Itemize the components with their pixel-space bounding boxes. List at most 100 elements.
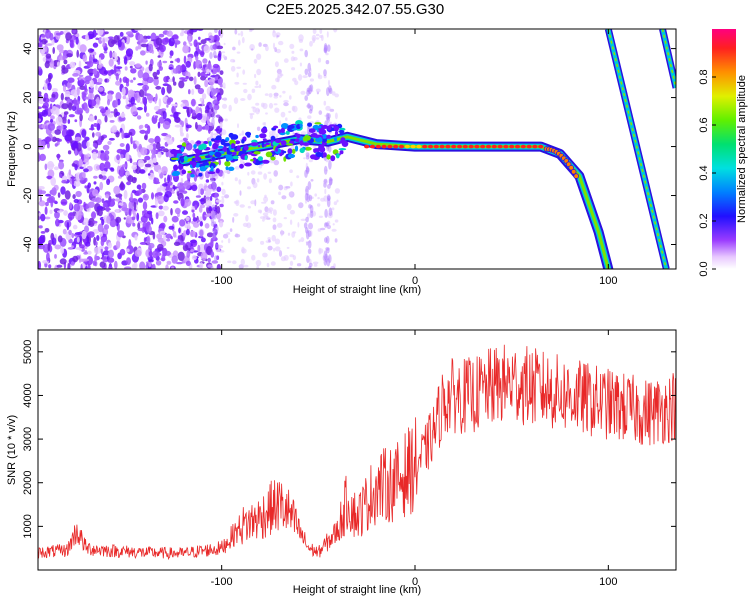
noise-dot <box>247 186 251 190</box>
noise-dot <box>120 166 125 175</box>
noise-dot <box>214 255 218 262</box>
colorbar-tick-label: 0.6 <box>698 117 710 132</box>
trace-blob <box>187 170 192 174</box>
noise-dot <box>177 251 185 261</box>
noise-dot <box>156 141 161 150</box>
noise-dot <box>38 118 41 122</box>
noise-dot <box>264 93 269 96</box>
noise-dot <box>69 202 73 210</box>
trace-blob <box>204 155 211 159</box>
noise-dot <box>272 42 276 50</box>
trace-blob <box>246 134 251 138</box>
noise-dot <box>72 141 79 151</box>
noise-dot <box>260 240 265 245</box>
noise-dot <box>140 50 146 56</box>
noise-dot <box>154 198 158 208</box>
noise-dot <box>212 63 220 69</box>
noise-dot <box>165 233 172 239</box>
noise-dot <box>305 229 310 240</box>
noise-dot <box>238 179 242 185</box>
noise-dot <box>139 129 146 134</box>
noise-dot <box>221 103 228 109</box>
spectrogram-frame <box>37 28 677 270</box>
noise-dot <box>158 33 165 38</box>
noise-dot <box>97 77 103 83</box>
noise-dot <box>99 181 104 191</box>
noise-dot <box>289 219 293 225</box>
noise-dot <box>97 64 103 69</box>
aliased-trace-core <box>661 29 676 88</box>
noise-dot <box>204 79 209 88</box>
noise-dot <box>97 208 103 217</box>
noise-dot <box>316 37 320 40</box>
noise-dot <box>171 266 175 269</box>
noise-dot <box>180 132 184 137</box>
noise-dot <box>313 263 318 267</box>
noise-dot <box>214 29 218 33</box>
noise-dot <box>196 219 201 223</box>
noise-dot <box>148 63 153 72</box>
noise-dot <box>234 166 240 170</box>
noise-dot <box>334 238 338 243</box>
noise-dot <box>253 58 258 64</box>
spectrogram-y-ticks: -40 -20 0 20 40 <box>22 42 676 252</box>
noise-dot <box>87 147 92 151</box>
trace-blob <box>296 133 301 139</box>
trace-hotspot <box>369 144 376 149</box>
trace-blob <box>322 137 327 143</box>
noise-dot <box>137 69 144 79</box>
trace-blob <box>208 151 215 156</box>
noise-dot <box>126 248 130 253</box>
noise-dot <box>171 255 178 264</box>
noise-dot <box>180 103 186 108</box>
noise-dot <box>208 206 213 212</box>
noise-dot <box>148 43 154 54</box>
noise-dot <box>273 170 279 177</box>
noise-dot <box>97 156 101 159</box>
noise-dot <box>173 200 179 204</box>
noise-dot <box>200 50 205 58</box>
noise-dot <box>64 90 71 98</box>
noise-dot <box>153 77 159 86</box>
noise-dot <box>57 235 63 243</box>
trace-blob <box>302 142 310 146</box>
trace-blob <box>287 153 296 159</box>
noise-dot <box>131 263 137 269</box>
noise-dot <box>125 152 130 161</box>
noise-dot <box>156 69 160 75</box>
noise-dot <box>129 158 133 164</box>
noise-dot <box>300 90 306 95</box>
noise-dot <box>273 92 279 97</box>
noise-dot <box>215 199 222 203</box>
noise-dot <box>285 117 288 121</box>
noise-dot <box>158 200 162 205</box>
noise-dot <box>278 184 284 191</box>
noise-dot <box>57 192 61 198</box>
noise-dot <box>204 223 210 229</box>
noise-dot <box>92 189 99 197</box>
trace-blob <box>253 151 261 155</box>
noise-dot <box>168 67 174 70</box>
noise-dot <box>223 170 230 174</box>
noise-dot <box>151 192 154 200</box>
noise-dot <box>280 111 286 118</box>
noise-dot <box>179 219 186 227</box>
noise-dot <box>120 112 126 118</box>
trace-blob <box>282 150 287 154</box>
noise-dot <box>174 42 178 49</box>
noise-dot <box>174 207 181 215</box>
noise-dot <box>152 143 157 151</box>
trace-blob <box>334 130 339 137</box>
noise-dot <box>192 109 196 118</box>
noise-dot <box>227 238 231 244</box>
noise-dot <box>46 252 50 262</box>
noise-dot <box>194 84 201 90</box>
noise-dot <box>292 105 298 113</box>
noise-dot <box>233 97 239 104</box>
trace-blob <box>226 149 230 155</box>
noise-dot <box>292 132 295 136</box>
noise-dot <box>146 94 154 101</box>
noise-dot <box>200 237 206 243</box>
noise-dot <box>323 165 328 175</box>
noise-dot <box>46 175 53 179</box>
